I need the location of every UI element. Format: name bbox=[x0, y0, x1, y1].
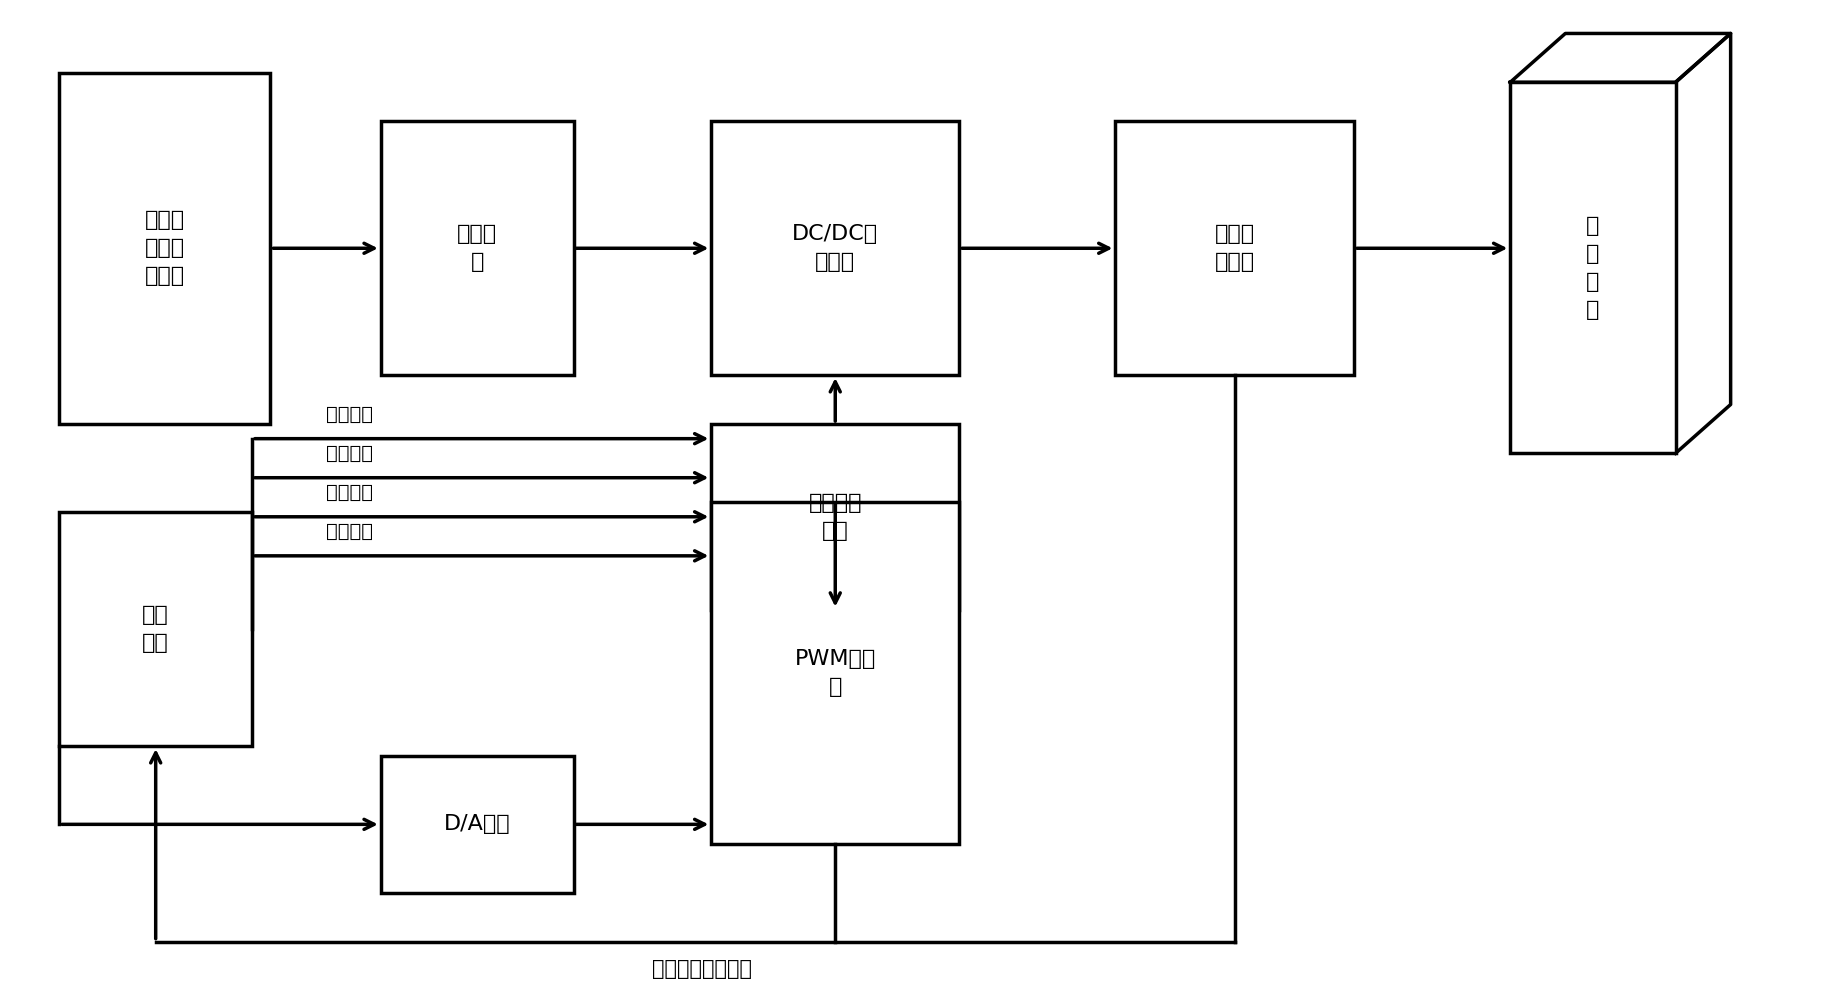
Polygon shape bbox=[1675, 34, 1731, 453]
Text: PWM控制
器: PWM控制 器 bbox=[795, 649, 876, 697]
Text: 过温保护: 过温保护 bbox=[325, 444, 373, 463]
Text: 过流保护: 过流保护 bbox=[325, 523, 373, 541]
Text: D/A电路: D/A电路 bbox=[445, 814, 511, 834]
Bar bbox=[712, 122, 959, 375]
Text: 蓄能单
元: 蓄能单 元 bbox=[458, 224, 496, 273]
Text: 隔离驱动
电路: 隔离驱动 电路 bbox=[808, 493, 862, 540]
Text: 过压保护: 过压保护 bbox=[325, 483, 373, 502]
Bar bbox=[380, 122, 574, 375]
Bar bbox=[380, 756, 574, 893]
Bar bbox=[712, 502, 959, 844]
Text: 通道选
择电路: 通道选 择电路 bbox=[1214, 224, 1255, 273]
Bar bbox=[1511, 82, 1675, 453]
Text: 通道选择控制信号: 通道选择控制信号 bbox=[651, 959, 753, 979]
Bar bbox=[59, 512, 253, 746]
Text: 充电使能: 充电使能 bbox=[325, 405, 373, 424]
Text: 电动车
制动发
电单元: 电动车 制动发 电单元 bbox=[144, 210, 184, 287]
Bar bbox=[59, 72, 271, 424]
Text: 单
体
电
池: 单 体 电 池 bbox=[1587, 215, 1600, 320]
Bar bbox=[1116, 122, 1354, 375]
Bar bbox=[712, 424, 959, 610]
Text: DC/DC斩
波电路: DC/DC斩 波电路 bbox=[792, 224, 878, 273]
Text: 控制
模块: 控制 模块 bbox=[142, 605, 170, 653]
Polygon shape bbox=[1511, 34, 1731, 82]
